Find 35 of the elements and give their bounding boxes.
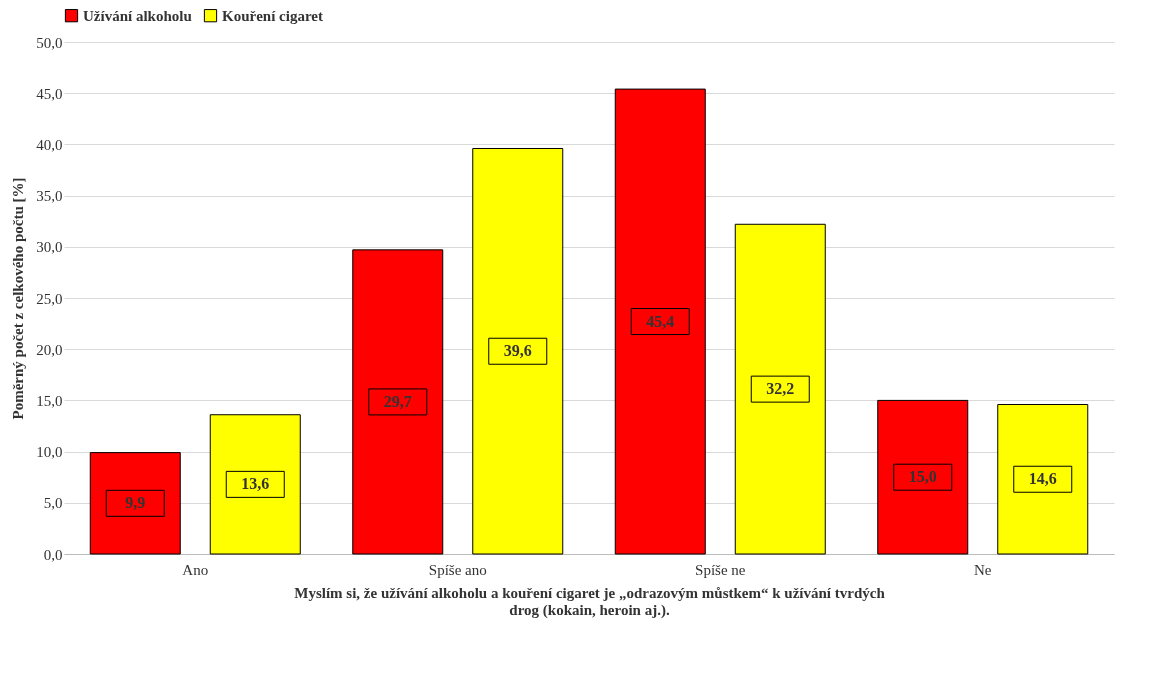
- bar: [472, 148, 564, 555]
- y-tick-label: 30,0: [36, 239, 63, 256]
- y-tick-label: 50,0: [36, 34, 63, 51]
- x-tick-label: Spíše ne: [695, 561, 746, 578]
- legend-label: Kouření cigaret: [222, 7, 323, 24]
- data-label: 14,6: [1028, 470, 1057, 488]
- y-tick-label: 5,0: [43, 495, 63, 512]
- data-label: 39,6: [503, 342, 532, 360]
- bar: [614, 88, 706, 555]
- data-label: 15,0: [908, 468, 937, 486]
- data-label: 32,2: [766, 380, 795, 398]
- data-label: 45,4: [646, 312, 675, 330]
- y-tick-label: 45,0: [36, 85, 63, 102]
- y-tick-label: 0,0: [43, 546, 63, 563]
- bar: [209, 414, 301, 555]
- legend-label: Užívání alkoholu: [83, 7, 192, 24]
- bar: [89, 452, 181, 555]
- x-tick-label: Spíše ano: [428, 561, 487, 578]
- data-label: 29,7: [383, 392, 412, 410]
- bar: [997, 404, 1089, 555]
- y-tick-label: 40,0: [36, 136, 63, 153]
- bar: [877, 399, 969, 555]
- x-tick-label: Ano: [182, 561, 209, 578]
- y-tick-label: 20,0: [36, 341, 63, 358]
- y-tick-label: 15,0: [36, 392, 63, 409]
- bar: [352, 249, 444, 555]
- y-tick-label: 25,0: [36, 290, 63, 307]
- x-axis-title: Myslím si, že užívání alkoholu a kouření cigaret je „odrazovým můstkem“ k užívání tvrdých drog (kokain, heroin aj.).: [294, 584, 886, 619]
- data-label: 9,9: [125, 494, 146, 512]
- bar: [734, 223, 826, 555]
- y-axis-title: Poměrný počet z celkového počtu [%]: [10, 177, 27, 420]
- x-tick-label: Ne: [974, 561, 992, 578]
- y-tick-label: 35,0: [36, 188, 63, 205]
- y-tick-label: 10,0: [36, 444, 63, 461]
- data-label: 13,6: [241, 475, 270, 493]
